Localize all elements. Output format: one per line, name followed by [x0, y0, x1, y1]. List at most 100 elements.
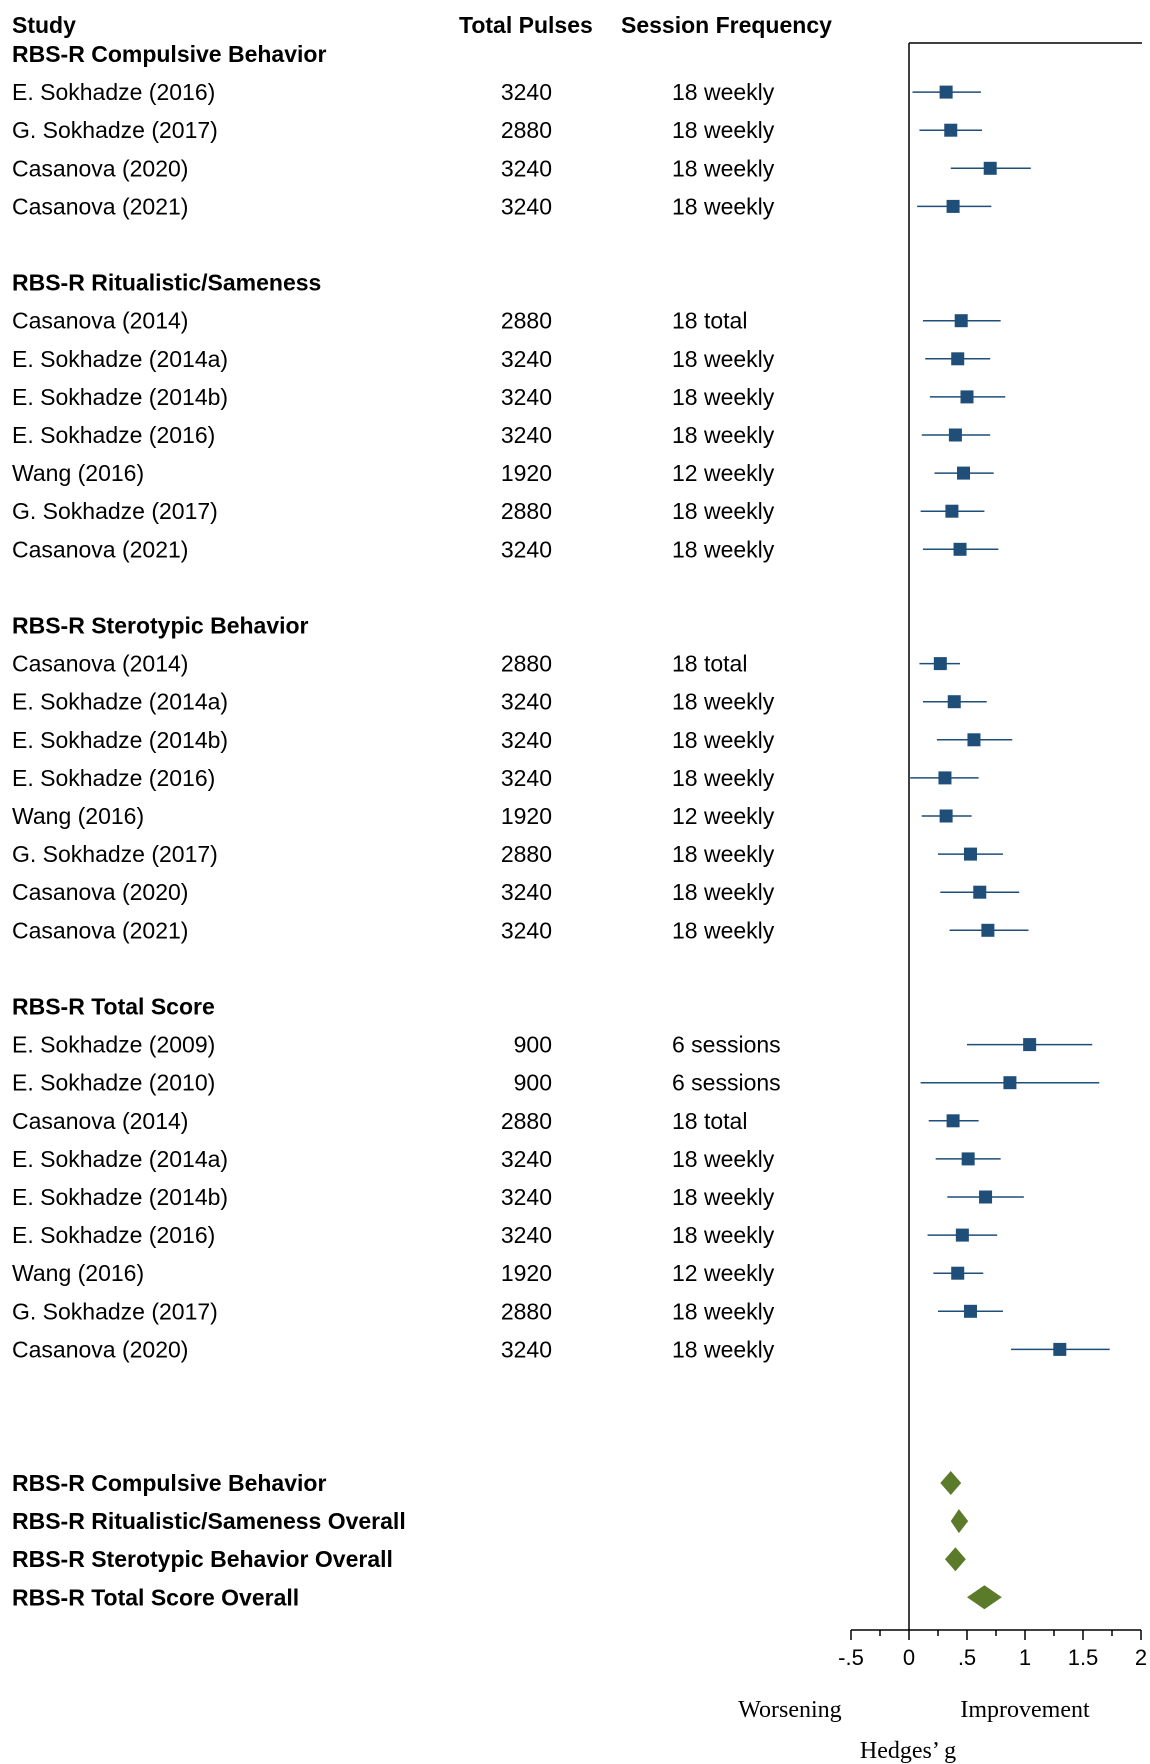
session-frequency-cell: 18 weekly — [672, 498, 775, 524]
total-pulses-cell: 900 — [514, 1070, 552, 1096]
study-name: Wang (2016) — [12, 803, 144, 829]
effect-marker — [960, 390, 974, 404]
session-frequency-cell: 18 weekly — [672, 384, 775, 410]
effect-marker — [938, 771, 952, 785]
total-pulses-cell: 3240 — [501, 536, 552, 562]
effect-marker — [979, 1190, 993, 1204]
total-pulses-cell: 2880 — [501, 1298, 552, 1324]
study-name: E. Sokhadze (2009) — [12, 1032, 215, 1058]
study-name: G. Sokhadze (2017) — [12, 117, 218, 143]
group-title: RBS-R Total Score — [12, 994, 215, 1020]
overall-label: RBS-R Ritualistic/Sameness Overall — [12, 1508, 406, 1534]
overall-label: RBS-R Compulsive Behavior — [12, 1470, 326, 1496]
direction-right-label: Improvement — [960, 1697, 1090, 1723]
session-frequency-cell: 18 weekly — [672, 1298, 775, 1324]
header-total-pulses: Total Pulses — [459, 12, 593, 38]
study-name: E. Sokhadze (2016) — [12, 422, 215, 448]
session-frequency-cell: 18 weekly — [672, 1146, 775, 1172]
session-frequency-cell: 12 weekly — [672, 803, 775, 829]
total-pulses-cell: 1920 — [501, 803, 552, 829]
session-frequency-cell: 18 weekly — [672, 79, 775, 105]
effect-marker — [939, 85, 953, 99]
effect-marker — [954, 314, 968, 328]
tick-label: -.5 — [838, 1645, 864, 1670]
effect-marker — [955, 1228, 969, 1242]
effect-marker — [967, 733, 981, 747]
group-title: RBS-R Sterotypic Behavior — [12, 613, 309, 639]
effect-marker — [973, 885, 987, 899]
overall-label: RBS-R Total Score Overall — [12, 1584, 299, 1610]
overall-diamond — [967, 1585, 1002, 1610]
session-frequency-cell: 12 weekly — [672, 460, 775, 486]
total-pulses-cell: 3240 — [501, 155, 552, 181]
tick-label: 0 — [903, 1645, 915, 1670]
study-name: Casanova (2021) — [12, 536, 188, 562]
session-frequency-cell: 12 weekly — [672, 1260, 775, 1286]
session-frequency-cell: 18 weekly — [672, 689, 775, 715]
study-name: G. Sokhadze (2017) — [12, 1298, 218, 1324]
effect-marker — [981, 923, 995, 937]
effect-marker — [963, 847, 977, 861]
session-frequency-cell: 18 weekly — [672, 727, 775, 753]
study-name: E. Sokhadze (2014b) — [12, 384, 228, 410]
study-name: Casanova (2021) — [12, 193, 188, 219]
overall-diamond — [950, 1509, 969, 1534]
study-name: E. Sokhadze (2014a) — [12, 1146, 228, 1172]
effect-marker — [1053, 1342, 1067, 1356]
session-frequency-cell: 18 weekly — [672, 917, 775, 943]
session-frequency-cell: 18 weekly — [672, 1222, 775, 1248]
study-name: Casanova (2020) — [12, 879, 188, 905]
session-frequency-cell: 18 weekly — [672, 193, 775, 219]
effect-marker — [1023, 1038, 1037, 1052]
group-title: RBS-R Compulsive Behavior — [12, 41, 326, 67]
study-name: Casanova (2014) — [12, 308, 188, 334]
study-name: E. Sokhadze (2016) — [12, 79, 215, 105]
session-frequency-cell: 18 total — [672, 308, 747, 334]
tick-label: 1 — [1019, 1645, 1031, 1670]
effect-marker — [963, 1304, 977, 1318]
tick-label: .5 — [958, 1645, 976, 1670]
study-name: E. Sokhadze (2014b) — [12, 1184, 228, 1210]
total-pulses-cell: 3240 — [501, 384, 552, 410]
tick-label: 2 — [1135, 1645, 1147, 1670]
session-frequency-cell: 18 weekly — [672, 1336, 775, 1362]
total-pulses-cell: 3240 — [501, 79, 552, 105]
overall-label: RBS-R Sterotypic Behavior Overall — [12, 1546, 393, 1572]
overall-diamond — [940, 1471, 962, 1495]
total-pulses-cell: 3240 — [501, 727, 552, 753]
session-frequency-cell: 18 weekly — [672, 1184, 775, 1210]
total-pulses-cell: 2880 — [501, 651, 552, 677]
study-name: G. Sokhadze (2017) — [12, 498, 218, 524]
effect-marker — [945, 504, 959, 518]
session-frequency-cell: 18 weekly — [672, 536, 775, 562]
session-frequency-cell: 6 sessions — [672, 1032, 781, 1058]
session-frequency-cell: 18 weekly — [672, 117, 775, 143]
session-frequency-cell: 18 total — [672, 651, 747, 677]
overall-diamond — [944, 1547, 966, 1572]
study-rows: RBS-R Compulsive Behavior E. Sokhadze (20… — [12, 41, 781, 1610]
total-pulses-cell: 3240 — [501, 765, 552, 791]
total-pulses-cell: 1920 — [501, 460, 552, 486]
x-axis: -.5 0 .5 1 1.5 2 — [838, 43, 1147, 1670]
effect-marker — [944, 123, 958, 137]
session-frequency-cell: 18 weekly — [672, 346, 775, 372]
effect-marker — [951, 352, 965, 366]
study-name: E. Sokhadze (2010) — [12, 1070, 215, 1096]
total-pulses-cell: 3240 — [501, 193, 552, 219]
x-axis-title: Hedges’ g — [860, 1738, 956, 1764]
effect-marker — [1003, 1076, 1017, 1090]
study-name: Casanova (2021) — [12, 917, 188, 943]
total-pulses-cell: 3240 — [501, 1336, 552, 1362]
total-pulses-cell: 900 — [514, 1032, 552, 1058]
study-name: E. Sokhadze (2014a) — [12, 346, 228, 372]
total-pulses-cell: 2880 — [501, 308, 552, 334]
total-pulses-cell: 3240 — [501, 422, 552, 448]
study-name: Wang (2016) — [12, 460, 144, 486]
effect-marker — [957, 466, 971, 480]
effect-marker — [946, 199, 960, 213]
session-frequency-cell: 6 sessions — [672, 1070, 781, 1096]
session-frequency-cell: 18 weekly — [672, 879, 775, 905]
effect-marker — [948, 428, 962, 442]
study-name: E. Sokhadze (2016) — [12, 765, 215, 791]
